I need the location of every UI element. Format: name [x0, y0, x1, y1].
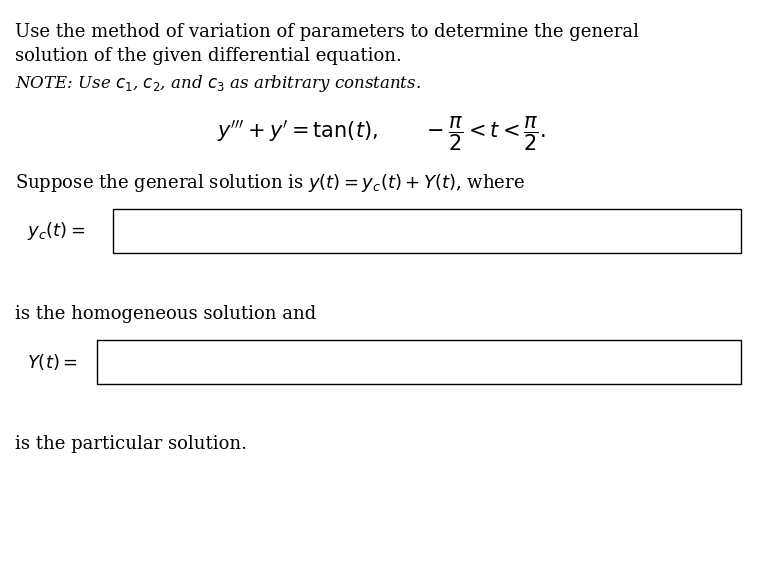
Text: is the particular solution.: is the particular solution.	[15, 435, 247, 453]
Text: $y_c(t) =$: $y_c(t) =$	[27, 220, 85, 242]
Text: $Y(t) =$: $Y(t) =$	[27, 352, 78, 372]
FancyBboxPatch shape	[97, 340, 741, 384]
Text: Suppose the general solution is $y(t) = y_c(t) + Y(t)$, where: Suppose the general solution is $y(t) = …	[15, 172, 525, 194]
Text: Use the method of variation of parameters to determine the general: Use the method of variation of parameter…	[15, 23, 639, 41]
Text: is the homogeneous solution and: is the homogeneous solution and	[15, 305, 316, 323]
Text: $y''' + y' = \tan(t), \qquad -\dfrac{\pi}{2} < t < \dfrac{\pi}{2}.$: $y''' + y' = \tan(t), \qquad -\dfrac{\pi…	[216, 115, 546, 153]
Text: NOTE: Use $c_1$, $c_2$, and $c_3$ as arbitrary constants.: NOTE: Use $c_1$, $c_2$, and $c_3$ as arb…	[15, 73, 421, 94]
Text: solution of the given differential equation.: solution of the given differential equat…	[15, 47, 402, 65]
FancyBboxPatch shape	[113, 209, 741, 253]
